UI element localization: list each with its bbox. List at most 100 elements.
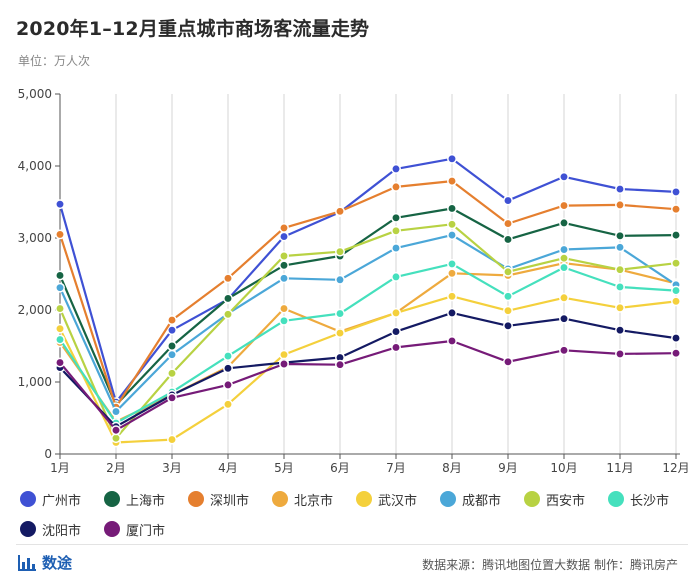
data-point[interactable] (335, 328, 345, 338)
data-point[interactable] (671, 230, 681, 241)
data-point[interactable] (111, 406, 121, 417)
data-point[interactable] (671, 186, 681, 197)
data-point[interactable] (503, 218, 513, 229)
data-point[interactable] (615, 302, 625, 313)
data-point[interactable] (615, 184, 625, 194)
legend-item[interactable]: 广州市 (20, 490, 104, 509)
data-point[interactable] (671, 258, 681, 269)
data-point[interactable] (391, 212, 401, 223)
data-point[interactable] (167, 341, 177, 351)
data-point[interactable] (503, 320, 513, 331)
legend-item[interactable]: 厦门市 (104, 520, 188, 539)
data-point[interactable] (615, 282, 625, 292)
data-point[interactable] (671, 285, 681, 296)
data-point[interactable] (55, 270, 65, 281)
data-point[interactable] (503, 305, 513, 316)
data-point[interactable] (391, 342, 401, 353)
data-point[interactable] (279, 303, 289, 314)
data-point[interactable] (223, 399, 233, 410)
data-point[interactable] (279, 222, 289, 233)
legend-item[interactable]: 成都市 (440, 490, 524, 509)
data-point[interactable] (447, 291, 457, 302)
data-point[interactable] (671, 348, 681, 359)
data-point[interactable] (391, 271, 401, 282)
data-point[interactable] (279, 260, 289, 271)
legend-item[interactable]: 长沙市 (608, 490, 692, 509)
data-point[interactable] (559, 345, 569, 356)
data-point[interactable] (55, 303, 65, 314)
data-point[interactable] (447, 203, 457, 214)
legend-item[interactable]: 北京市 (272, 490, 356, 509)
legend-item[interactable]: 深圳市 (188, 490, 272, 509)
data-point[interactable] (559, 217, 569, 228)
data-point[interactable] (55, 199, 65, 210)
data-point[interactable] (391, 326, 401, 337)
data-point[interactable] (447, 307, 457, 318)
data-point[interactable] (55, 282, 65, 293)
data-point[interactable] (335, 274, 345, 285)
data-point[interactable] (671, 204, 681, 215)
data-point[interactable] (447, 219, 457, 230)
data-point[interactable] (167, 325, 177, 336)
data-point[interactable] (559, 253, 569, 264)
data-point[interactable] (559, 171, 569, 182)
legend-item[interactable]: 武汉市 (356, 490, 440, 509)
data-point[interactable] (391, 225, 401, 236)
data-point[interactable] (391, 163, 401, 174)
data-point[interactable] (615, 348, 625, 359)
data-point[interactable] (503, 356, 513, 367)
data-point[interactable] (279, 315, 289, 326)
data-point[interactable] (55, 334, 65, 345)
data-point[interactable] (447, 336, 457, 346)
data-point[interactable] (167, 368, 177, 379)
data-point[interactable] (559, 244, 569, 255)
data-point[interactable] (503, 195, 513, 206)
data-point[interactable] (615, 242, 625, 253)
data-point[interactable] (55, 229, 65, 240)
data-point[interactable] (671, 333, 681, 344)
data-point[interactable] (503, 266, 513, 277)
data-point[interactable] (447, 230, 457, 241)
data-point[interactable] (615, 199, 625, 210)
data-point[interactable] (223, 351, 233, 362)
data-point[interactable] (55, 323, 65, 334)
data-point[interactable] (279, 359, 289, 369)
data-point[interactable] (55, 357, 65, 368)
data-point[interactable] (615, 264, 625, 275)
data-point[interactable] (447, 153, 457, 164)
data-point[interactable] (503, 234, 513, 245)
data-point[interactable] (223, 293, 233, 304)
data-point[interactable] (447, 268, 457, 279)
data-point[interactable] (391, 243, 401, 254)
data-point[interactable] (223, 363, 233, 374)
data-point[interactable] (223, 273, 233, 284)
data-point[interactable] (335, 308, 345, 319)
data-point[interactable] (391, 307, 401, 318)
data-point[interactable] (279, 273, 289, 284)
data-point[interactable] (447, 176, 457, 187)
data-point[interactable] (111, 425, 121, 436)
data-point[interactable] (335, 359, 345, 370)
data-point[interactable] (559, 200, 569, 211)
data-point[interactable] (559, 313, 569, 324)
data-point[interactable] (615, 325, 625, 336)
data-point[interactable] (503, 291, 513, 302)
data-point[interactable] (671, 296, 681, 307)
data-point[interactable] (559, 262, 569, 273)
legend-item[interactable]: 西安市 (524, 490, 608, 509)
data-point[interactable] (167, 434, 177, 445)
data-point[interactable] (559, 292, 569, 303)
data-point[interactable] (391, 181, 401, 192)
legend-item[interactable]: 沈阳市 (20, 520, 104, 539)
data-point[interactable] (335, 246, 345, 257)
data-point[interactable] (279, 349, 289, 360)
data-point[interactable] (223, 309, 233, 320)
data-point[interactable] (167, 392, 177, 403)
legend-item[interactable]: 上海市 (104, 490, 188, 509)
data-point[interactable] (335, 206, 345, 217)
data-point[interactable] (111, 433, 121, 444)
data-point[interactable] (167, 315, 177, 326)
data-point[interactable] (615, 230, 625, 241)
data-point[interactable] (223, 379, 233, 390)
data-point[interactable] (447, 258, 457, 269)
